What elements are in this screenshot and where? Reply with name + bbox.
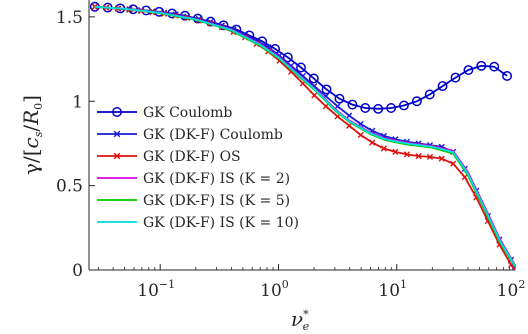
legend-entry: GK (DK-F) Coulomb (97, 127, 283, 143)
data-point (411, 96, 422, 107)
y-axis-label: γ/[cs/R0] (19, 95, 45, 175)
data-point (476, 60, 487, 71)
data-point (463, 65, 474, 75)
legend: GK Coulomb GK (DK-F) Coulomb GK (DK-F) OS G… (97, 105, 299, 231)
x-tick-label: 101 (378, 278, 407, 301)
data-point (380, 145, 387, 152)
data-point (322, 103, 330, 110)
legend-marker (112, 107, 122, 117)
legend-label: GK (DK-F) IS (K = 10) (143, 215, 299, 231)
data-point (369, 139, 376, 146)
legend-entry: GK (DK-F) IS (K = 10) (97, 215, 299, 231)
data-point (311, 92, 318, 99)
data-point (461, 174, 468, 181)
x-tick-label: 102 (497, 278, 526, 301)
x-axis-label: ν* e (291, 307, 310, 333)
legend-label: GK (DK-F) Coulomb (143, 127, 283, 143)
data-point (373, 103, 384, 114)
data-point (321, 84, 332, 95)
data-point (489, 61, 500, 72)
y-tick-label: 0.5 (56, 177, 83, 197)
data-point (511, 266, 515, 270)
data-point (346, 112, 353, 119)
legend-label: GK (DK-F) IS (K = 5) (143, 193, 290, 209)
data-point (450, 72, 461, 83)
data-point (334, 93, 345, 104)
data-point (502, 70, 513, 81)
legend-entry: GK (DK-F) IS (K = 5) (97, 193, 290, 209)
data-point (282, 52, 293, 63)
y-tick-label: 1 (72, 92, 83, 112)
y-tick-label: 0 (72, 261, 83, 281)
data-point (334, 103, 341, 110)
legend-label: GK (DK-F) IS (K = 2) (143, 171, 290, 187)
data-point (347, 99, 358, 110)
series-line (94, 5, 508, 110)
legend-entry: GK (DK-F) IS (K = 2) (97, 171, 290, 187)
data-point (450, 160, 457, 167)
legend-label: GK (DK-F) OS (143, 149, 241, 165)
legend-entry: GK (DK-F) OS (97, 149, 241, 165)
x-tick-label: 10−1 (137, 278, 175, 301)
legend-entry: GK Coulomb (97, 105, 232, 121)
data-point (360, 103, 371, 113)
tick-labels: 10−1 100 101 102 0 0.5 1 1.5 (56, 8, 525, 301)
legend-label: GK Coulomb (143, 105, 232, 121)
series-6 (94, 5, 515, 267)
data-point (426, 153, 434, 161)
data-point (386, 103, 397, 113)
data-point (296, 62, 306, 73)
data-point (424, 89, 435, 100)
series-line (94, 5, 515, 267)
data-point (357, 131, 364, 139)
data-point (392, 148, 399, 155)
data-point (398, 100, 409, 111)
series-layer (89, 1, 515, 270)
x-tick-label: 100 (260, 278, 289, 301)
legend-marker (113, 130, 121, 138)
data-point (403, 151, 411, 158)
data-point (438, 155, 445, 162)
data-point (308, 73, 319, 84)
data-point (437, 81, 448, 92)
series-1 (89, 1, 513, 114)
data-point (415, 152, 422, 160)
y-tick-label: 1.5 (56, 8, 83, 28)
legend-marker (113, 152, 121, 160)
